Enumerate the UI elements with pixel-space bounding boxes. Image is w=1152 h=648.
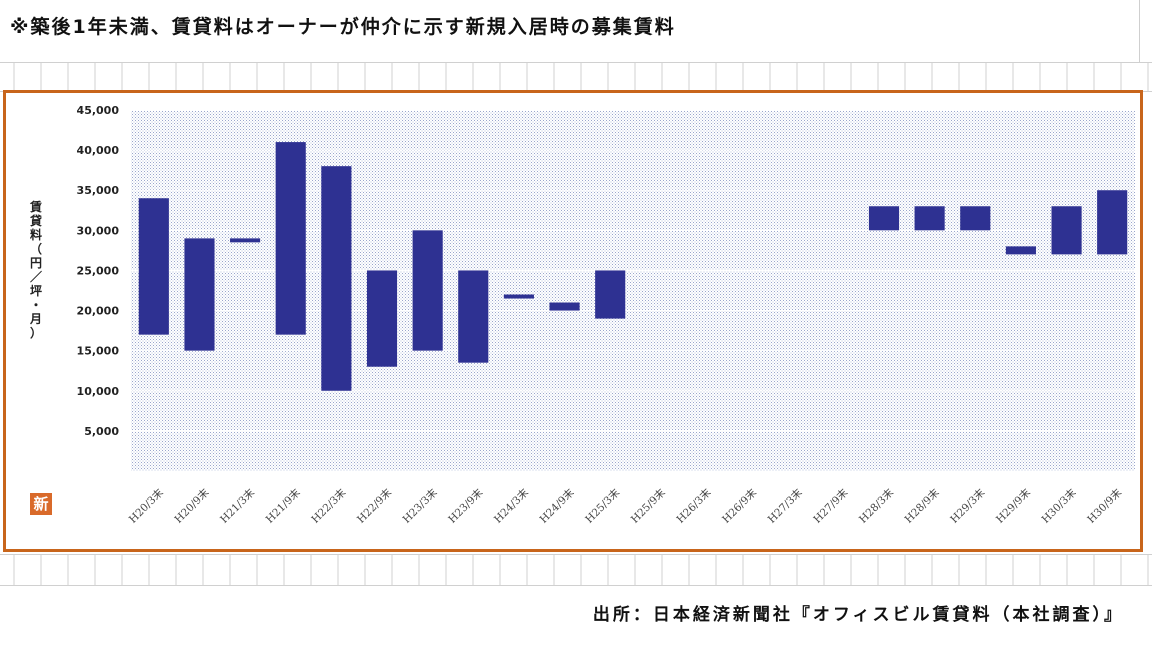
x-tick-label: H24/3末 <box>491 486 531 526</box>
y-label-char: 月 <box>29 312 42 326</box>
x-tick-label: H29/9末 <box>993 486 1033 526</box>
x-tick-label: H30/3末 <box>1039 486 1079 526</box>
y-label-char: 賃 <box>29 199 42 214</box>
x-tick-label: H28/9末 <box>902 486 942 526</box>
x-tick-label: H26/9末 <box>719 486 759 526</box>
y-label-char: ・ <box>30 298 42 312</box>
x-tick-label: H29/3末 <box>948 486 988 526</box>
y-tick-label: 30,000 <box>77 224 120 237</box>
header-note: ※築後1年未満、賃貸料はオーナーが仲介に示す新規入居時の募集賃料 <box>10 16 676 38</box>
range-bar <box>1005 246 1036 255</box>
range-bar <box>1051 206 1082 255</box>
header-panel <box>0 0 1140 62</box>
x-tick-label: H26/3末 <box>674 486 714 526</box>
range-bar <box>458 270 489 363</box>
range-bar <box>321 166 352 391</box>
x-tick-label: H28/3末 <box>856 486 896 526</box>
y-label-char: ／ <box>30 269 42 284</box>
x-tick-label: H30/9末 <box>1085 486 1125 526</box>
y-tick-label: 40,000 <box>77 144 120 157</box>
source-note: 出所：日本経済新聞社『オフィスビル賃貸料（本社調査）』 <box>592 605 1124 625</box>
range-bar <box>1097 190 1128 255</box>
top-grid-strip <box>0 62 1152 92</box>
y-tick-label: 15,000 <box>77 345 120 358</box>
y-axis-ticks: 5,000 10,000 15,000 20,000 25,000 30,000 35,00… <box>77 104 120 438</box>
range-bar <box>960 206 991 231</box>
y-tick-label: 20,000 <box>77 305 120 318</box>
y-label-char: 料 <box>30 227 42 242</box>
x-tick-label: H21/3末 <box>217 486 257 526</box>
y-tick-label: 5,000 <box>84 425 119 438</box>
range-bar <box>275 142 306 335</box>
range-bar <box>184 238 215 351</box>
x-tick-label: H23/3末 <box>400 486 440 526</box>
y-label-char: 貸 <box>30 213 42 228</box>
x-tick-label: H25/3末 <box>583 486 623 526</box>
x-tick-label: H24/9末 <box>537 486 577 526</box>
y-label-char: 坪 <box>30 284 42 298</box>
bottom-grid-strip <box>0 554 1152 586</box>
y-label-char: （ <box>30 241 42 256</box>
x-tick-label: H21/9末 <box>263 486 303 526</box>
range-bar <box>503 294 534 299</box>
range-bar <box>230 238 261 243</box>
range-bar <box>914 206 945 231</box>
range-bar <box>868 206 900 231</box>
x-tick-label: H20/9末 <box>172 486 212 526</box>
y-label-char: ） <box>30 325 42 340</box>
x-tick-label: H27/3末 <box>765 486 805 526</box>
x-tick-label: H23/9末 <box>446 486 486 526</box>
chart-frame: 5,000 10,000 15,000 20,000 25,000 30,000 35,00… <box>3 90 1143 552</box>
y-tick-label: 35,000 <box>77 184 120 197</box>
range-bar <box>412 230 443 351</box>
y-tick-label: 25,000 <box>77 264 120 277</box>
new-badge: 新 <box>30 493 52 515</box>
range-bar <box>549 302 580 311</box>
y-label-char: 円 <box>30 256 42 270</box>
x-tick-label: H22/9末 <box>354 486 394 526</box>
y-axis-label: 賃貸料（円／坪・月） <box>29 199 42 340</box>
x-tick-label: H25/9末 <box>628 486 668 526</box>
range-bar <box>366 270 398 367</box>
y-tick-label: 45,000 <box>77 104 120 117</box>
bars <box>138 142 1128 391</box>
y-tick-label: 10,000 <box>77 385 120 398</box>
x-tick-label: H27/9末 <box>811 486 851 526</box>
x-axis-ticks: H20/3末 H20/9末 H21/3末 H21/9末 H22/3末 H22/9末 H23/… <box>126 486 1124 526</box>
range-bar <box>138 198 169 335</box>
range-bar <box>595 270 626 319</box>
x-tick-label: H22/3末 <box>309 486 349 526</box>
x-tick-label: H20/3末 <box>126 486 166 526</box>
rent-range-chart: 5,000 10,000 15,000 20,000 25,000 30,000 35,00… <box>29 104 1135 526</box>
